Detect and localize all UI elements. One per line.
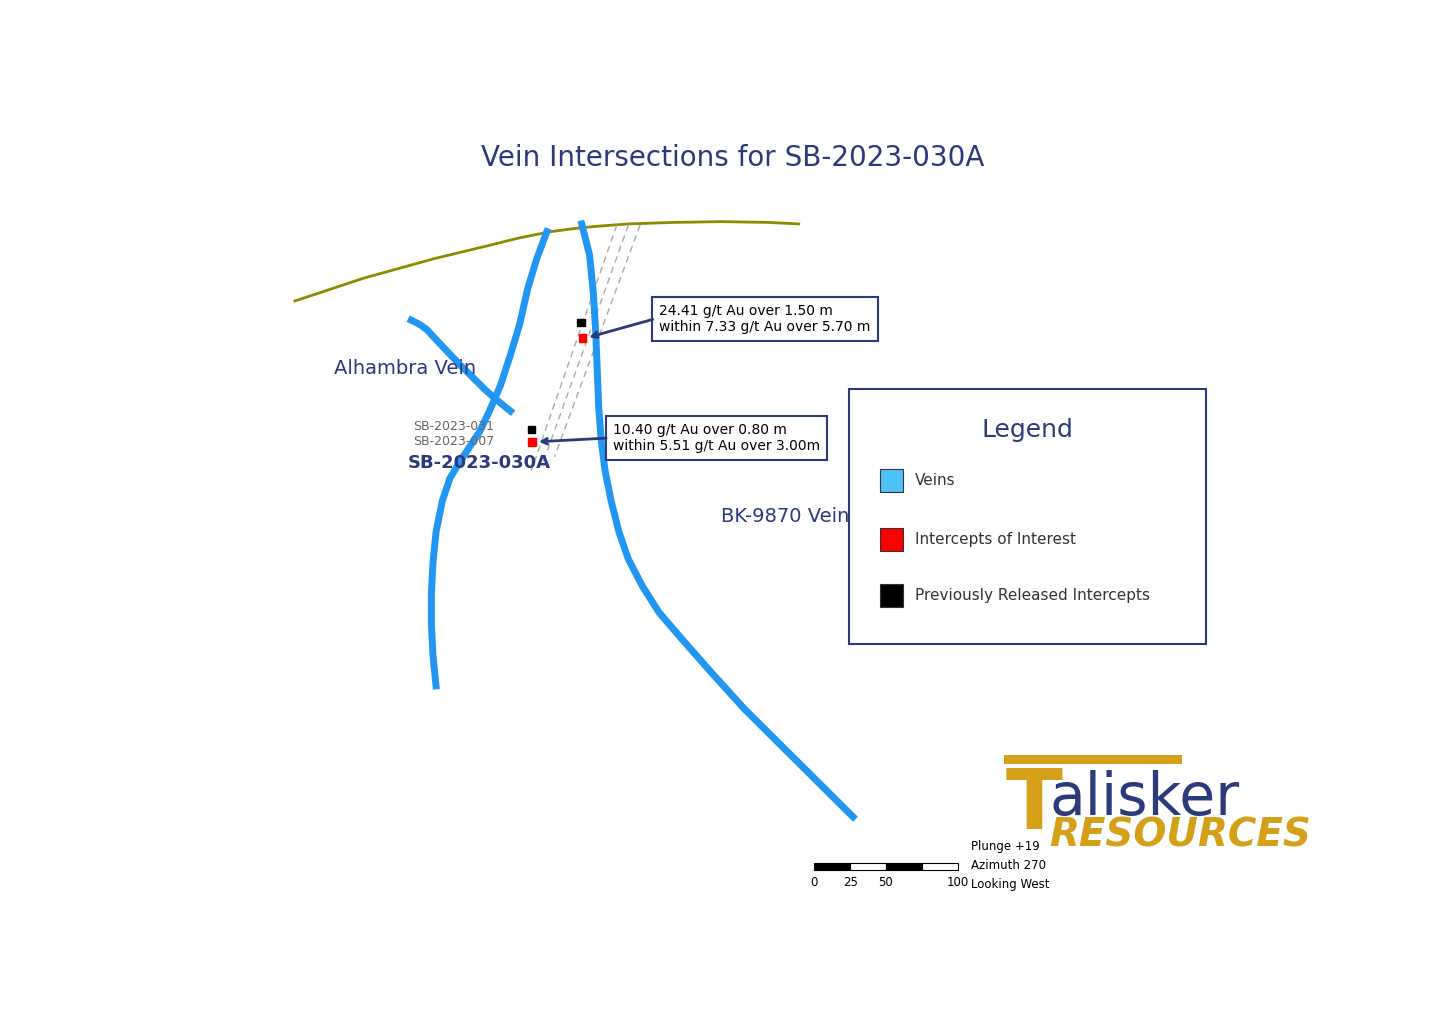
Bar: [578, 319, 585, 326]
Bar: [579, 334, 586, 342]
Text: BK-9870 Vein: BK-9870 Vein: [721, 507, 849, 526]
Bar: [922, 863, 958, 870]
Bar: [528, 438, 536, 446]
Text: 25: 25: [842, 876, 858, 890]
Text: 50: 50: [878, 876, 894, 890]
Text: 10.40 g/t Au over 0.80 m
within 5.51 g/t Au over 3.00m: 10.40 g/t Au over 0.80 m within 5.51 g/t…: [612, 423, 819, 453]
Text: 24.41 g/t Au over 1.50 m
within 7.33 g/t Au over 5.70 m: 24.41 g/t Au over 1.50 m within 7.33 g/t…: [659, 303, 871, 333]
Text: Previously Released Intercepts: Previously Released Intercepts: [915, 588, 1150, 604]
Bar: [849, 863, 887, 870]
Text: RESOURCES: RESOURCES: [1050, 816, 1311, 854]
Text: T: T: [1005, 766, 1062, 846]
Text: SB-2023-031: SB-2023-031: [413, 420, 493, 433]
Text: Plunge +19
Azimuth 270
Looking West: Plunge +19 Azimuth 270 Looking West: [971, 840, 1050, 891]
Text: Legend: Legend: [981, 418, 1074, 442]
Text: 100: 100: [947, 876, 968, 890]
Bar: [849, 389, 1205, 644]
Text: Intercepts of Interest: Intercepts of Interest: [915, 533, 1075, 547]
Text: SB-2023-030A: SB-2023-030A: [408, 454, 551, 472]
Bar: [528, 425, 535, 433]
Bar: [879, 584, 904, 608]
Text: 0: 0: [811, 876, 818, 890]
Bar: [814, 863, 849, 870]
Text: Alhambra Vein: Alhambra Vein: [333, 359, 476, 378]
Bar: [879, 528, 904, 551]
Text: Veins: Veins: [915, 473, 955, 488]
Bar: [887, 863, 922, 870]
Text: alisker: alisker: [1050, 770, 1240, 827]
Bar: [1004, 755, 1183, 764]
Bar: [879, 469, 904, 492]
Text: SB-2023-007: SB-2023-007: [413, 434, 493, 448]
Text: Vein Intersections for SB-2023-030A: Vein Intersections for SB-2023-030A: [480, 144, 985, 172]
